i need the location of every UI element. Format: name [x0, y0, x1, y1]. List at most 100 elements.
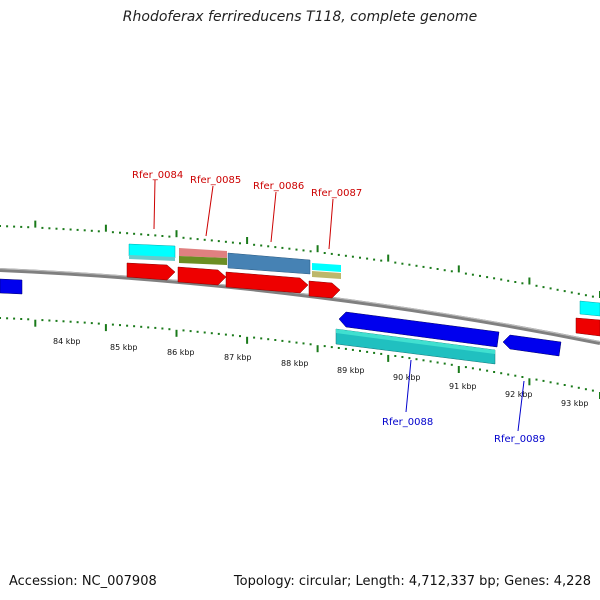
minor-tick: [359, 256, 361, 259]
minor-tick: [302, 249, 305, 252]
minor-tick: [394, 355, 397, 357]
minor-tick: [500, 278, 503, 281]
minor-tick: [76, 321, 79, 324]
minor-tick: [260, 337, 263, 340]
minor-tick: [443, 269, 446, 272]
minor-tick: [359, 349, 361, 352]
major-tick: [457, 366, 460, 373]
minor-tick: [401, 262, 404, 265]
minor-tick: [542, 286, 545, 289]
minor-tick: [309, 343, 312, 346]
gene-arrow-rfer-0089[interactable]: [502, 334, 562, 357]
minor-tick: [563, 384, 566, 386]
gene-label-rfer-0087[interactable]: Rfer_0087: [311, 188, 362, 199]
minor-tick: [182, 236, 185, 239]
minor-tick: [380, 259, 383, 262]
accession-text: Accession: NC_007908: [9, 574, 157, 589]
minor-tick: [394, 261, 397, 264]
kbp-label: 85 kbp: [110, 343, 138, 352]
minor-tick: [13, 317, 16, 320]
minor-tick: [253, 336, 256, 339]
minor-tick: [429, 360, 432, 363]
minor-tick: [274, 246, 277, 249]
gene-arrow-rfer-0084[interactable]: [126, 262, 176, 281]
minor-tick: [203, 331, 206, 334]
minor-tick: [570, 385, 573, 388]
minor-tick: [479, 274, 481, 277]
minor-tick: [55, 227, 58, 230]
minor-tick: [154, 234, 157, 237]
minor-tick: [556, 382, 559, 385]
minor-tick: [83, 229, 86, 232]
minor-tick: [471, 367, 474, 370]
gene-arrow-reverse[interactable]: [0, 278, 23, 295]
gene-label-rfer-0088[interactable]: Rfer_0088: [382, 417, 433, 428]
minor-tick: [535, 378, 538, 381]
minor-tick: [556, 288, 559, 291]
minor-tick: [189, 237, 192, 240]
minor-tick: [231, 334, 234, 337]
minor-tick: [401, 356, 404, 358]
minor-tick: [351, 348, 354, 351]
minor-tick: [486, 276, 489, 279]
minor-tick: [126, 232, 129, 235]
minor-tick: [133, 325, 136, 328]
gene-arrow-rfer-0087[interactable]: [308, 280, 341, 299]
gene-label-rfer-0086[interactable]: Rfer_0086: [253, 181, 304, 192]
minor-tick: [182, 329, 185, 332]
gene-label-rfer-0089[interactable]: Rfer_0089: [494, 434, 545, 445]
major-tick: [457, 265, 460, 273]
gene-arrow-rfer-0085[interactable]: [177, 266, 227, 286]
kbp-label: 92 kbp: [505, 390, 533, 399]
minor-tick: [62, 320, 65, 323]
minor-tick: [330, 252, 333, 255]
minor-tick: [415, 264, 418, 267]
minor-tick: [20, 225, 23, 228]
minor-tick: [577, 292, 580, 295]
minor-tick: [48, 227, 51, 230]
kbp-label: 87 kbp: [224, 353, 252, 362]
minor-tick: [288, 340, 291, 343]
minor-tick: [302, 342, 305, 345]
gene-arrow-forward-partial[interactable]: [575, 317, 600, 337]
forward-feature-bars: [128, 243, 341, 279]
minor-tick: [549, 287, 552, 290]
minor-tick: [168, 328, 171, 331]
minor-tick: [471, 273, 474, 276]
gene-arrow-rfer-0086[interactable]: [225, 271, 309, 294]
minor-tick: [281, 339, 284, 342]
gene-label-rfer-0084[interactable]: Rfer_0084: [132, 170, 183, 181]
minor-tick: [295, 248, 298, 251]
reverse-gene-labels: Rfer_0088 Rfer_0089: [382, 359, 545, 445]
minor-tick: [450, 363, 453, 366]
minor-tick: [373, 258, 376, 261]
minor-tick: [422, 265, 425, 268]
major-tick: [387, 354, 390, 362]
minor-tick: [443, 362, 446, 365]
major-tick: [316, 245, 319, 253]
major-tick: [246, 336, 249, 344]
minor-tick: [13, 225, 16, 228]
minor-tick: [429, 266, 432, 269]
major-tick: [34, 220, 37, 228]
gene-label-rfer-0085[interactable]: Rfer_0085: [190, 175, 241, 186]
minor-tick: [521, 376, 524, 378]
minor-tick: [507, 279, 510, 282]
minor-tick: [147, 326, 150, 329]
minor-tick: [76, 228, 79, 231]
kbp-label: 84 kbp: [53, 337, 81, 346]
minor-tick: [584, 388, 587, 391]
minor-tick: [415, 358, 418, 361]
minor-tick: [493, 371, 496, 373]
minor-tick: [337, 347, 340, 349]
minor-tick: [570, 291, 573, 294]
minor-tick: [90, 322, 93, 325]
minor-tick: [323, 252, 326, 254]
minor-tick: [514, 374, 517, 377]
minor-tick: [366, 257, 369, 260]
kbp-label: 86 kbp: [167, 348, 195, 357]
minor-tick: [55, 319, 58, 322]
minor-tick: [119, 324, 121, 327]
minor-tick: [436, 268, 439, 270]
gene-arrow-rfer-0088[interactable]: [338, 311, 500, 348]
